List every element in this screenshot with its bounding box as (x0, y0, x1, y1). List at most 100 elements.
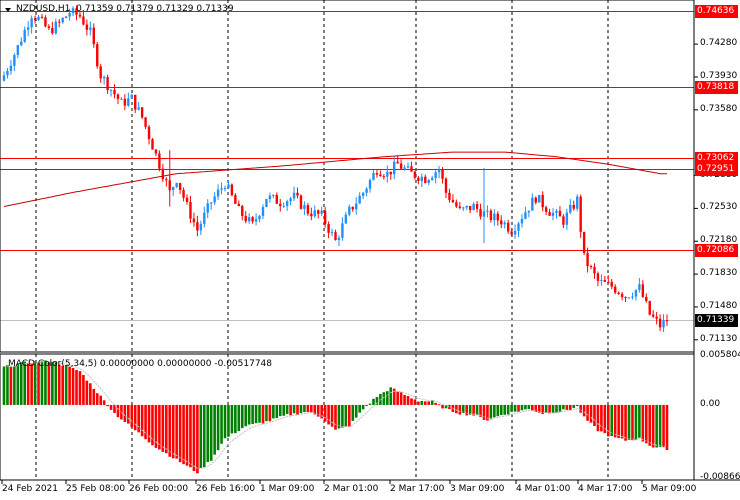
macd-bar (365, 404, 368, 406)
macd-bar (358, 404, 361, 413)
candle-body (13, 54, 16, 66)
macd-bar (506, 404, 510, 415)
candle-body (147, 126, 151, 140)
chart-menu-icon[interactable] (5, 8, 11, 12)
macd-bar (475, 404, 479, 416)
macd-bar (261, 404, 265, 424)
candle-body (610, 281, 613, 287)
macd-bar (534, 404, 538, 412)
candle-body (451, 199, 455, 203)
candle-body (61, 17, 64, 23)
candle-body (406, 166, 410, 168)
candle-body (9, 65, 13, 71)
candle-body (500, 220, 503, 225)
macd-bar (662, 404, 665, 448)
candle-body (334, 232, 337, 240)
candle-body (185, 197, 189, 202)
macd-bar (258, 404, 261, 423)
macd-bar (389, 387, 393, 405)
macd-bar (123, 404, 127, 422)
macd-bar (95, 393, 99, 405)
candle-body (607, 281, 610, 283)
candle-body (662, 320, 665, 328)
candle-body (396, 161, 399, 164)
macd-bar (272, 404, 275, 419)
macd-bar (417, 401, 420, 405)
candle-body (475, 203, 479, 209)
candle-body (20, 41, 23, 46)
candle-body (341, 223, 344, 238)
macd-bar (503, 404, 507, 415)
candle-body (51, 27, 54, 34)
candle-body (165, 179, 168, 181)
candle-body (510, 231, 513, 235)
horizontal-levels[interactable] (0, 11, 694, 251)
price-scale-label: 0.71130 (700, 333, 738, 344)
candle-body (116, 94, 120, 99)
candle-body (78, 14, 82, 17)
time-label: 26 Feb 16:00 (196, 484, 256, 494)
candle-body (468, 205, 472, 211)
macd-bar (569, 404, 572, 410)
chart-title: NZDUSD,H1 0.71359 0.71379 0.71329 0.7133… (16, 4, 234, 14)
candle-body (279, 203, 282, 207)
macd-bar (603, 404, 607, 434)
macd-bar (251, 404, 254, 424)
macd-bar (486, 404, 489, 421)
macd-bar (202, 404, 206, 468)
macd-bar (465, 404, 469, 416)
candle-body (665, 320, 669, 322)
macd-bar (216, 404, 220, 451)
macd-bar (320, 404, 323, 419)
candle-body (89, 27, 92, 30)
candle-body (275, 194, 278, 204)
macd-bar (213, 404, 216, 455)
candle-body (361, 192, 365, 196)
candle-body (434, 172, 437, 179)
macd-bar (313, 404, 317, 415)
candle-body (424, 176, 427, 183)
macd-bar (337, 404, 341, 429)
macd-bar (544, 404, 548, 413)
candle-body (393, 161, 396, 175)
macd-bar (199, 404, 203, 469)
macd-bar (548, 404, 551, 414)
macd-bar (586, 404, 589, 421)
macd-bar (37, 362, 40, 405)
macd-bar (537, 404, 541, 413)
macd-bar (151, 404, 154, 446)
macd-bar (182, 404, 185, 465)
candle-body (641, 284, 645, 297)
macd-scale-label: 0.0058046 (700, 350, 740, 360)
current-price-tag: 0.71339 (695, 314, 738, 327)
macd-bar (147, 404, 151, 443)
candle-body (268, 195, 272, 200)
macd-bar (178, 404, 182, 463)
candle-body (472, 203, 475, 211)
macd-bar (310, 404, 313, 413)
candle-body (172, 186, 175, 190)
vertical-grid (35, 0, 609, 480)
candle-body (417, 177, 420, 181)
candle-body (154, 149, 158, 154)
time-label: 26 Feb 00:00 (129, 484, 189, 494)
macd-bar (2, 366, 6, 405)
candle-body (538, 195, 541, 203)
candle-body (614, 286, 617, 293)
candle-body (551, 212, 555, 216)
macd-bar (23, 361, 27, 405)
macd-title: MACD Color(5,34,5) 0.00000000 0.00000000… (8, 359, 273, 369)
macd-bar (254, 404, 258, 424)
candle-body (258, 215, 261, 220)
macd-bar (299, 404, 303, 414)
candle-body (310, 213, 313, 217)
candle-body (503, 222, 506, 225)
macd-bar (403, 395, 406, 405)
macd-bar (461, 404, 465, 414)
macd-bar (154, 404, 158, 448)
candle-body (120, 98, 123, 100)
candle-body (506, 222, 510, 232)
candle-body (399, 163, 403, 169)
candle-body (368, 179, 372, 189)
